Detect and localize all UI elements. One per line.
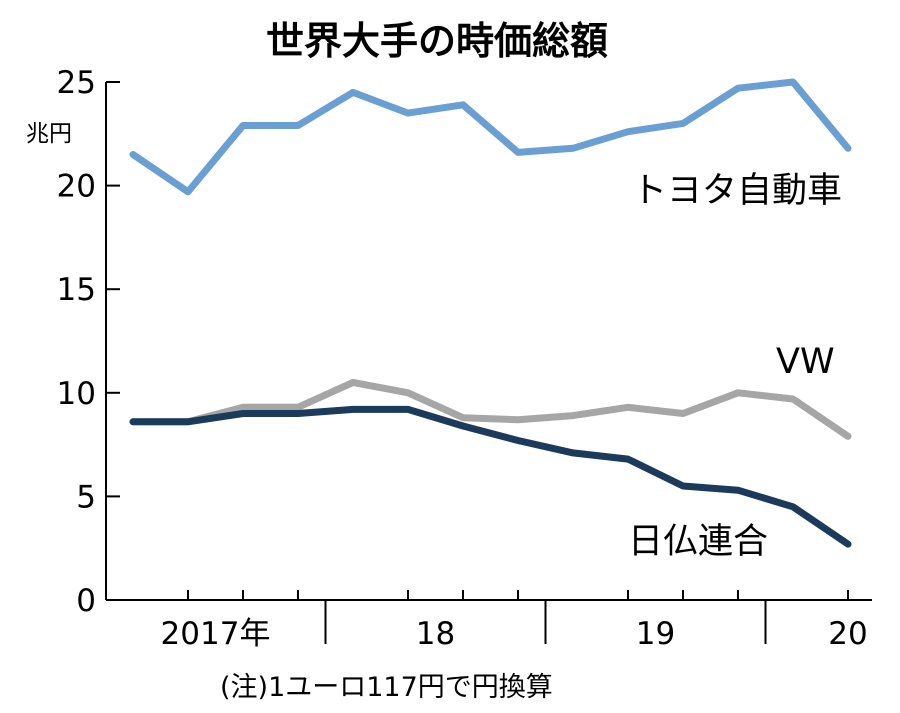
y-ticks: 0 5 10 15 20 25 xyxy=(57,65,120,619)
y-tick-label: 25 xyxy=(57,65,96,101)
series-label-toyota: トヨタ自動車 xyxy=(632,171,842,211)
series-label-vw: VW xyxy=(776,342,835,382)
y-tick-label: 0 xyxy=(76,583,96,619)
x-ticks: 2017年 18 19 20 xyxy=(161,590,868,652)
axes xyxy=(105,82,872,601)
series-label-renault-nissan: 日仏連合 xyxy=(628,522,768,562)
y-tick-label: 10 xyxy=(57,376,96,412)
series-line-renault-nissan xyxy=(129,405,852,548)
chart-title: 世界大手の時価総額 xyxy=(266,19,608,63)
series-lines xyxy=(129,78,852,548)
y-tick-label: 15 xyxy=(57,272,96,308)
series-line-vw xyxy=(129,378,852,440)
x-tick-label: 18 xyxy=(416,616,455,652)
x-tick-label: 19 xyxy=(636,616,675,652)
series-line-toyota xyxy=(129,78,852,196)
y-tick-label: 5 xyxy=(76,479,96,515)
y-tick-label: 20 xyxy=(57,169,96,205)
footnote: (注)1ユーロ117円で円換算 xyxy=(220,672,553,703)
unit-label: 兆円 xyxy=(26,121,72,147)
x-tick-label: 2017年 xyxy=(161,616,271,652)
series-labels: トヨタ自動車 VW 日仏連合 xyxy=(628,171,842,562)
x-tick-label: 20 xyxy=(828,616,867,652)
